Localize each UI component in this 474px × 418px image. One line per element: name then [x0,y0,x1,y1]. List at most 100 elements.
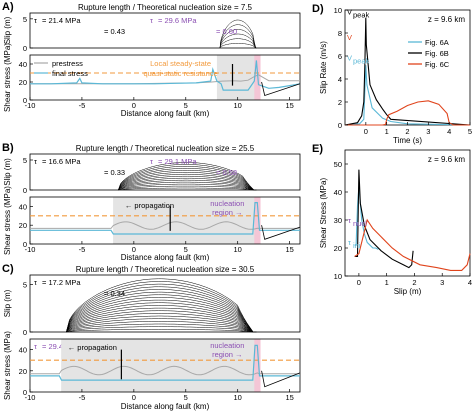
slip-contour [66,278,257,333]
slip-contour [66,297,257,333]
slip-contour [66,299,257,333]
panel-label: C) [2,263,14,275]
stress-tick-label: 40 [19,60,27,69]
slip-contour [118,168,257,191]
y-tick-label: 8 [338,29,342,38]
slip-contour [66,283,257,333]
slip-contour [118,166,257,191]
slip-contour [118,185,257,191]
slip-contour [66,321,257,333]
slip-contour [219,19,257,49]
slip-contour [66,318,257,333]
propagation-annotation: ← propagation [68,343,117,352]
final-stress-line [30,344,300,381]
slip-contour [118,181,257,191]
x-axis-label: Time (s) [393,136,422,145]
tau-ini-value: = 21.4 MPa [42,16,81,25]
x-tick-label: 4 [447,127,451,136]
pink-band [254,197,261,244]
depth-label: z = 9.6 km [428,15,465,24]
ratio-nucl-value: = 0.60 [216,27,237,36]
stress-tick-label: 20 [19,221,27,230]
slip-contour [66,294,257,333]
slip-rate-series [345,100,470,126]
vpeak-sub: peak [353,57,370,66]
final-stress-line [30,202,300,235]
slip-axes [29,153,301,191]
y-axis-label: Slip Rate (m/s) [319,41,328,94]
quasi-static-annotation: quasi-static resistance [143,69,217,78]
tau-ini-symbol: τ [34,157,37,166]
slip-contour [219,43,257,49]
x-tick-label: 1 [385,127,389,136]
x-axis-label: Slip (m) [394,287,422,296]
stress-tick-label: 0 [23,388,27,397]
x-tick-label: 0 [132,101,136,110]
panel-label: E) [312,143,323,155]
stress-axes [29,196,301,245]
x-tick-label: 5 [184,101,188,110]
slip-contour [118,179,257,191]
y-tick-label: 10 [334,6,342,15]
y-tick-label: 4 [338,75,342,84]
tau-ini-value: = 16.6 MPa [42,157,81,166]
x-tick-label: 0 [132,393,136,402]
y-tick-label: 50 [334,160,342,169]
slip-contour [118,177,257,191]
stress-ylabel: Shear stress (MPa) [3,331,12,400]
ratio-nucl-value: = 0.58 [216,168,237,177]
stress-tick-label: 0 [23,96,27,105]
tau-ini-sub: ini [353,241,361,250]
ratio-ini-value: = 0.33 [104,168,125,177]
x-axis-label: Distance along fault (km) [121,402,210,411]
slip-tick-label: 5 [23,156,27,165]
slip-contour [118,170,257,191]
x-axis-label: Distance along fault (km) [121,253,210,262]
tau-ini-symbol: τ [34,16,37,25]
slip-tick-label: 0 [23,328,27,337]
nucleation-annotation: region → [212,350,242,359]
tau-nucl-symbol: τ [150,157,153,166]
slip-contour [118,183,257,191]
legend-prestress: prestress [52,59,83,68]
stress-ylabel: Shear stress (MPa) [3,43,12,112]
slip-contour [66,289,257,333]
edge-stress-line [261,225,301,240]
fault-panel-b: B) Rupture length / Theoretical nucleatio… [2,142,301,262]
stress-slip-axes [344,149,471,277]
x-tick-label: 15 [285,393,293,402]
slip-contour [66,313,257,333]
nucleation-annotation: nucleation [210,199,244,208]
x-tick-label: -5 [79,101,86,110]
tau-nucl-value: = 29.6 MPa [158,16,197,25]
vpeak-label: V [347,33,352,42]
nucleation-band [216,55,259,100]
stress-tick-label: 40 [19,346,27,355]
slip-axes [29,12,301,49]
tau-nucl-label: τ [348,216,351,225]
tau-ini-symbol: τ [34,278,37,287]
vpeak-label: V [347,8,352,17]
legend-entry: Fig. 6A [425,38,449,47]
x-tick-label: -10 [25,101,36,110]
stress-tick-label: 20 [19,78,27,87]
x-tick-label: 10 [234,101,242,110]
slip-contour [118,175,257,191]
x-tick-label: 2 [412,278,416,287]
x-tick-label: 5 [184,393,188,402]
slip-contour [66,281,257,333]
panel-label: D) [312,3,324,15]
stress-slip-series [354,169,414,269]
edge-stress-line [261,81,301,97]
stress-slip-series [354,218,471,271]
x-tick-label: 5 [468,127,472,136]
slip-ylabel: Slip (m) [3,16,12,44]
ratio-ini-value: = 0.34 [104,289,125,298]
y-tick-label: 20 [334,244,342,253]
x-tick-label: 3 [426,127,430,136]
x-tick-label: 3 [440,278,444,287]
x-tick-label: 2 [405,127,409,136]
slip-rate-series [344,65,471,126]
